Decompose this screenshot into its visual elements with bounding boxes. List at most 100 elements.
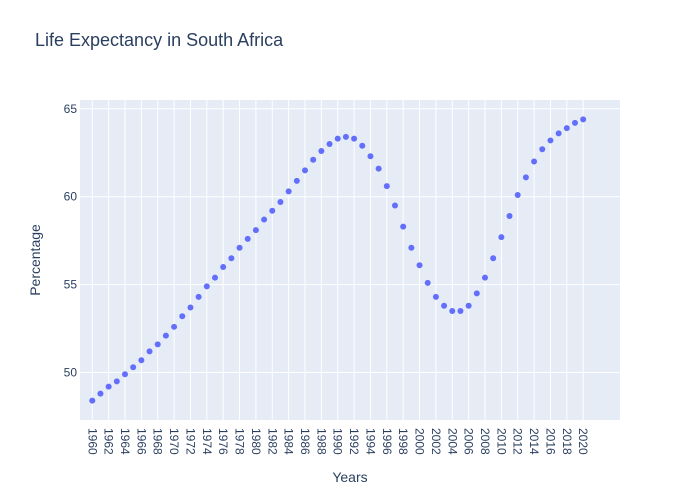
data-point[interactable] [383, 183, 390, 190]
data-point[interactable] [416, 262, 423, 269]
data-point[interactable] [122, 371, 128, 378]
data-point[interactable] [514, 191, 521, 198]
x-tick-label: 1988 [314, 428, 328, 455]
x-tick-label: 2004 [445, 428, 459, 455]
x-tick-label: 1996 [380, 428, 394, 455]
data-point[interactable] [482, 274, 488, 281]
data-point[interactable] [277, 198, 284, 205]
x-tick-label: 2010 [494, 428, 508, 455]
chart-title: Life Expectancy in South Africa [35, 30, 284, 50]
data-point[interactable] [105, 383, 112, 390]
x-tick-label: 1984 [282, 428, 296, 455]
x-tick-label: 1986 [298, 428, 312, 455]
y-tick-label: 65 [64, 102, 78, 116]
x-tick-label: 1968 [151, 428, 165, 455]
y-tick-label: 50 [64, 366, 78, 380]
data-point[interactable] [146, 348, 153, 355]
data-point[interactable] [547, 137, 554, 144]
x-tick-label: 1978 [233, 428, 247, 455]
x-tick-label: 1966 [134, 428, 148, 455]
data-point[interactable] [171, 323, 178, 330]
data-point[interactable] [457, 307, 464, 314]
data-point[interactable] [162, 332, 169, 339]
data-point[interactable] [195, 293, 202, 300]
data-point[interactable] [318, 147, 325, 154]
data-point[interactable] [203, 283, 210, 290]
data-point[interactable] [506, 213, 513, 220]
data-point[interactable] [498, 234, 505, 241]
x-tick-label: 1990 [331, 428, 345, 455]
data-point[interactable] [269, 207, 276, 214]
x-tick-label: 1964 [118, 428, 132, 455]
y-tick-label: 60 [64, 190, 78, 204]
x-tick-label: 1998 [396, 428, 410, 455]
data-point[interactable] [220, 264, 227, 271]
data-point[interactable] [179, 313, 186, 320]
data-point[interactable] [367, 153, 374, 160]
data-point[interactable] [408, 244, 415, 251]
x-tick-label: 2018 [560, 428, 574, 455]
data-point[interactable] [261, 216, 268, 223]
x-tick-label: 2000 [413, 428, 427, 455]
data-point[interactable] [97, 390, 104, 397]
data-point[interactable] [130, 364, 137, 371]
data-point[interactable] [424, 279, 431, 286]
x-tick-label: 2012 [511, 428, 525, 455]
data-point[interactable] [572, 119, 578, 126]
data-point[interactable] [302, 167, 308, 174]
data-point[interactable] [326, 140, 333, 147]
x-tick-label: 2006 [462, 428, 476, 455]
data-point[interactable] [310, 156, 317, 163]
x-tick-label: 2008 [478, 428, 492, 455]
data-point[interactable] [555, 130, 562, 137]
data-point[interactable] [187, 304, 194, 311]
data-point[interactable] [432, 293, 439, 300]
data-point[interactable] [473, 290, 480, 297]
data-point[interactable] [580, 116, 587, 123]
x-tick-label: 1960 [85, 428, 99, 455]
data-point[interactable] [154, 341, 161, 348]
x-axis-title: Years [332, 469, 367, 485]
x-tick-label: 1976 [216, 428, 230, 455]
data-point[interactable] [138, 357, 145, 364]
data-point[interactable] [228, 255, 235, 262]
data-point[interactable] [539, 146, 546, 153]
data-point[interactable] [375, 165, 382, 172]
data-point[interactable] [334, 135, 341, 142]
data-point[interactable] [236, 244, 243, 251]
data-point[interactable] [212, 274, 218, 281]
data-point[interactable] [342, 133, 349, 140]
x-tick-label: 2020 [576, 428, 590, 455]
data-point[interactable] [490, 255, 497, 262]
x-tick-label: 1982 [265, 428, 279, 455]
data-point[interactable] [441, 302, 448, 309]
data-point[interactable] [351, 135, 358, 142]
data-point[interactable] [89, 397, 96, 404]
data-point[interactable] [359, 142, 366, 149]
data-point[interactable] [285, 188, 292, 195]
y-tick-label: 55 [64, 278, 78, 292]
data-point[interactable] [293, 177, 300, 184]
data-point[interactable] [522, 174, 529, 181]
x-tick-label: 2016 [543, 428, 557, 455]
x-tick-label: 1992 [347, 428, 361, 455]
data-point[interactable] [449, 307, 456, 314]
data-point[interactable] [392, 202, 398, 209]
y-axis-title: Percentage [27, 224, 43, 296]
x-tick-label: 1994 [363, 428, 377, 455]
plot-area [80, 100, 620, 420]
x-tick-label: 1970 [167, 428, 181, 455]
data-point[interactable] [400, 223, 407, 230]
data-point[interactable] [244, 235, 251, 242]
data-point[interactable] [252, 227, 259, 234]
x-tick-label: 1974 [200, 428, 214, 455]
x-tick-label: 1980 [249, 428, 263, 455]
data-point[interactable] [563, 125, 570, 132]
data-point[interactable] [465, 302, 472, 309]
x-tick-label: 2002 [429, 428, 443, 455]
x-tick-label: 2014 [527, 428, 541, 455]
data-point[interactable] [113, 378, 120, 385]
data-point[interactable] [531, 158, 538, 165]
